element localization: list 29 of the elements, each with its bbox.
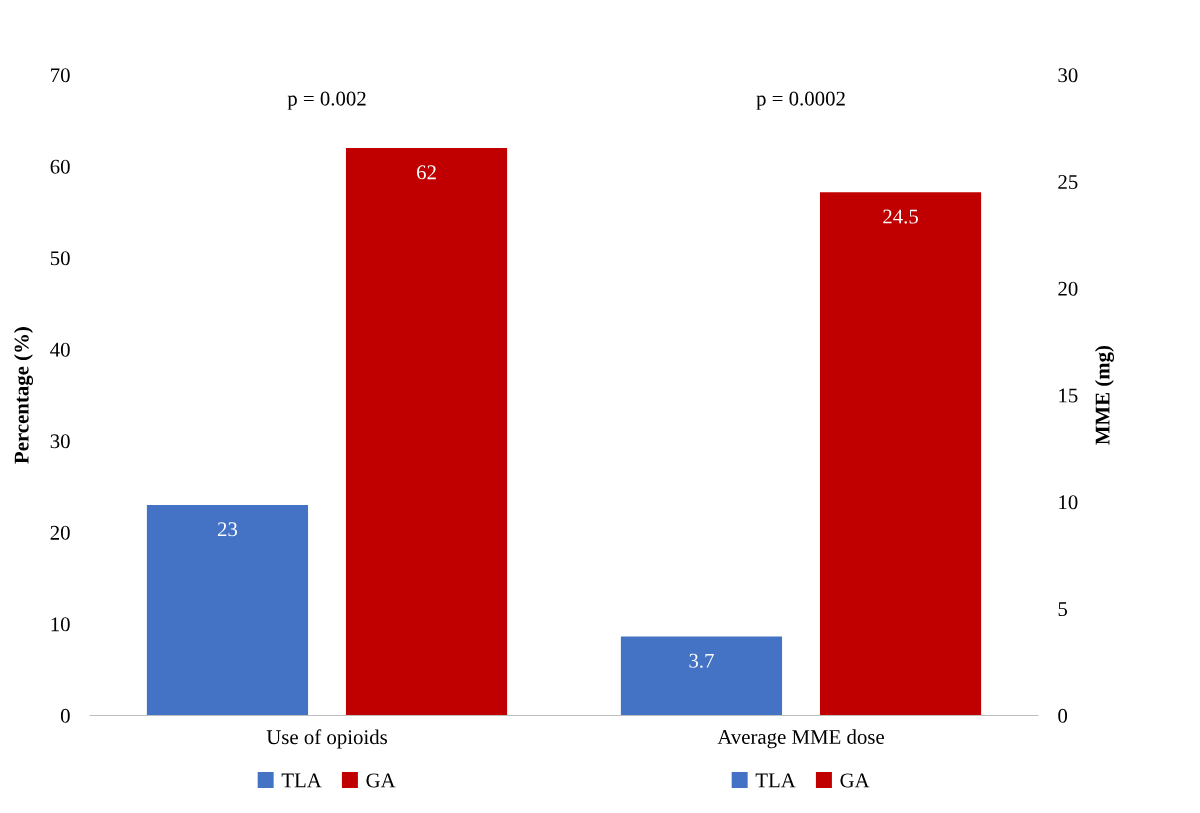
data-label: 23: [217, 522, 238, 537]
y-tick-label: 30: [50, 434, 70, 449]
y-axis-title: Percentage (%): [14, 327, 34, 464]
x-tick-label: Use of opioids: [266, 729, 388, 749]
y-tick-label: 10: [51, 617, 70, 632]
y-tick-label: 0: [1058, 708, 1068, 723]
data-label: 3.7: [689, 653, 714, 668]
x-tick-label: Average MME dose: [717, 729, 884, 749]
data-label: 24.5: [883, 209, 918, 224]
y-tick-label: 30: [1058, 68, 1078, 83]
y-tick-label: 20: [1058, 281, 1078, 296]
y-tick-label: 15: [1059, 388, 1078, 403]
y-tick-label: 10: [1059, 495, 1078, 510]
data-label: 62: [417, 165, 436, 180]
y-tick-label: 70: [51, 68, 70, 83]
y-tick-label: 25: [1058, 175, 1078, 189]
y-tick-label: 60: [50, 159, 70, 174]
y-axis-title: MME (mg): [1094, 346, 1114, 445]
y-tick-label: 40: [50, 342, 70, 357]
annotation: p = 0.002: [287, 91, 366, 110]
legend-label: GA: [366, 773, 396, 788]
y-tick-label: 0: [60, 708, 70, 723]
legend-label: TLA: [755, 773, 796, 788]
annotation: p = 0.0002: [756, 91, 845, 110]
legend-label: TLA: [281, 773, 322, 788]
y-tick-label: 20: [50, 525, 70, 540]
y-tick-label: 50: [50, 251, 70, 266]
y-tick-label: 5: [1058, 602, 1068, 617]
legend-label: GA: [840, 773, 870, 788]
